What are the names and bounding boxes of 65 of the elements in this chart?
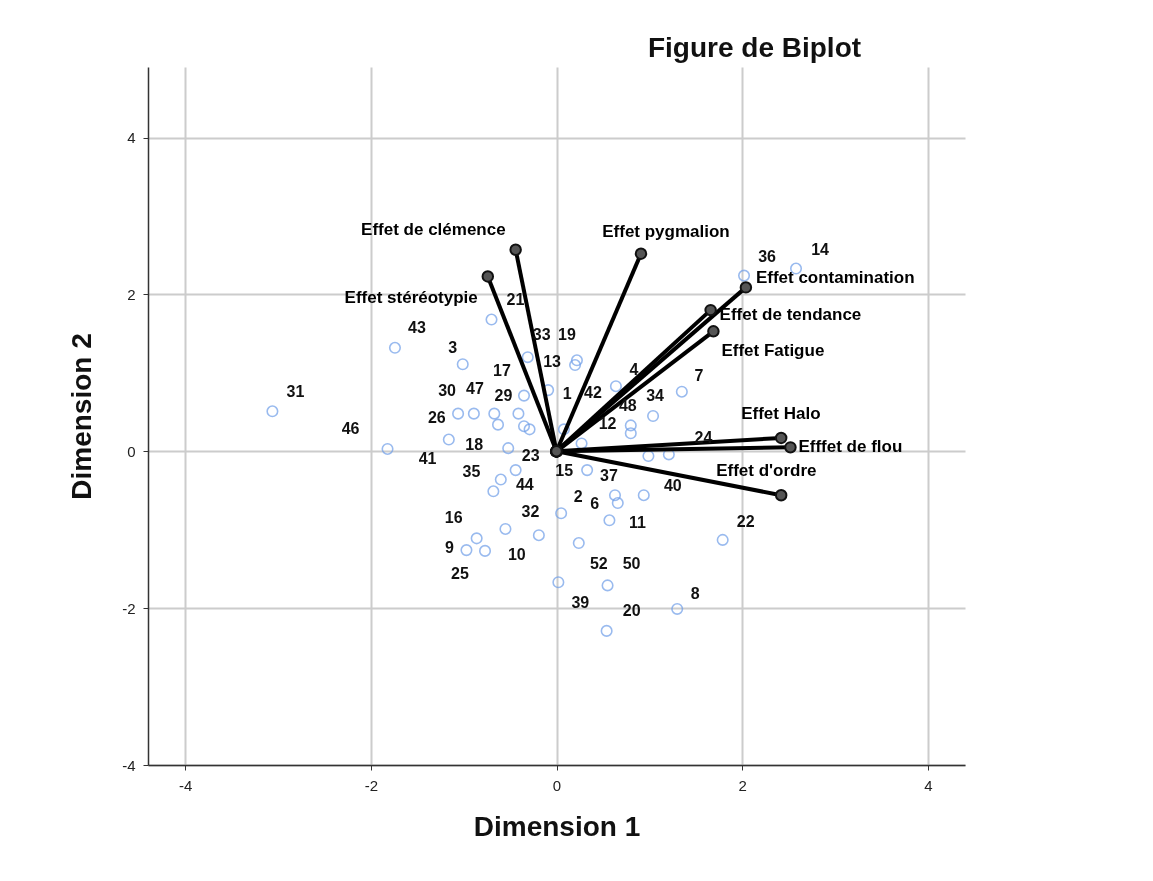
annotation: 4 [629, 361, 639, 379]
annotation: 39 [571, 594, 590, 612]
chart-title: Figure de Biplot [647, 32, 862, 63]
annotation: 35 [462, 463, 481, 481]
annotation: 13 [543, 353, 562, 371]
annotation: 46 [341, 419, 360, 437]
series-label: Effet contamination [755, 268, 915, 288]
annotation: 37 [600, 467, 618, 485]
x-tick-label: -4 [178, 776, 193, 794]
annotation: 43 [408, 318, 426, 336]
annotation: 20 [622, 601, 641, 619]
series-label: Effet d'ordre [716, 461, 817, 481]
annotation: 16 [444, 509, 463, 527]
annotation: 1 [562, 385, 572, 403]
annotation: 6 [590, 495, 600, 513]
annotation: 48 [618, 397, 637, 415]
annotation: 2 [573, 488, 583, 506]
annotation: 36 [758, 247, 777, 265]
series-label: Effet de clémence [361, 219, 506, 239]
series-label: Effet Halo [741, 403, 821, 423]
annotation: 32 [521, 502, 540, 520]
annotation: 14 [811, 240, 830, 258]
annotation: 25 [451, 564, 470, 582]
y-tick-label: -2 [122, 599, 136, 617]
annotation: 26 [427, 408, 446, 426]
series-label: Effet de tendance [719, 305, 862, 325]
series-label: Efffet de flou [798, 437, 903, 457]
y-tick-label: 2 [127, 285, 136, 303]
x-tick-label: 2 [738, 776, 747, 794]
annotation: 50 [622, 555, 641, 573]
annotation: 7 [694, 366, 704, 384]
series-label: Effet Fatigue [721, 341, 825, 361]
annotation: 44 [515, 475, 534, 493]
annotation: 9 [444, 539, 454, 557]
annotation: 19 [558, 326, 576, 344]
annotation: 31 [286, 383, 305, 401]
x-tick-label: -2 [364, 776, 378, 794]
y-tick-label: 4 [127, 129, 136, 147]
annotation: 11 [628, 514, 646, 532]
y-tick-label: 0 [127, 442, 136, 460]
annotation: 21 [506, 290, 525, 308]
annotation: 15 [555, 462, 574, 480]
annotation: 47 [465, 379, 484, 397]
annotation: 10 [507, 546, 526, 564]
annotation: 23 [521, 447, 540, 465]
annotation: 29 [494, 386, 513, 404]
x-tick-label: 4 [924, 776, 933, 794]
y-axis-title: Dimension 2 [66, 333, 98, 500]
annotation: 41 [418, 449, 437, 467]
annotation: 42 [584, 384, 602, 402]
annotation: 3 [448, 339, 458, 357]
annotation: 34 [646, 387, 665, 404]
annotation: 22 [736, 512, 755, 530]
annotation: 12 [598, 415, 617, 433]
annotation: 8 [690, 584, 700, 602]
annotation: 18 [465, 436, 484, 454]
annotation: 17 [493, 361, 512, 379]
series-label: Effet pygmalion [602, 221, 730, 241]
series-label: Effet stéréotypie [344, 288, 478, 308]
annotation: 30 [438, 381, 457, 399]
annotation: 40 [663, 477, 682, 495]
x-axis-title: Dimension 1 [473, 810, 641, 842]
y-tick-label: -4 [122, 756, 136, 774]
x-tick-label: 0 [552, 776, 562, 794]
annotation: 52 [589, 555, 608, 573]
